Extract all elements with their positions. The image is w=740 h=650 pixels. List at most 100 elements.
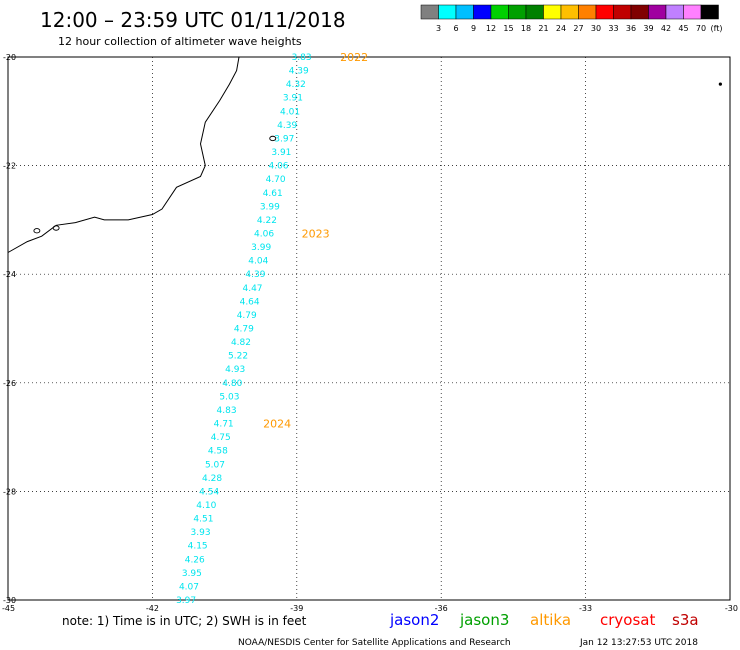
legend-swatch	[630, 4, 649, 20]
wave-height-label: 4.22	[257, 216, 277, 226]
x-tick-label: -30	[725, 604, 738, 613]
island-shape	[269, 135, 277, 142]
legend-swatch	[648, 4, 667, 20]
wave-height-label: 4.83	[217, 406, 237, 416]
y-tick-label: -24	[3, 270, 16, 279]
legend-label: 21	[538, 24, 548, 33]
wave-height-label: 4.06	[254, 229, 274, 239]
wave-height-label: 4.93	[225, 365, 245, 375]
x-tick-label: -39	[290, 604, 303, 613]
y-tick-label: -26	[3, 379, 16, 388]
legend-swatch	[613, 4, 632, 20]
note-text: note: 1) Time is in UTC; 2) SWH is in fe…	[62, 614, 307, 628]
wave-height-label: 4.58	[208, 447, 228, 457]
footer-timestamp: Jan 12 13:27:53 UTC 2018	[579, 638, 698, 648]
x-tick-label: -45	[2, 604, 15, 613]
wave-height-label: 4.79	[237, 311, 257, 321]
legend-swatch	[490, 4, 509, 20]
island-dot	[718, 82, 722, 86]
satellite-name-altika: altika	[530, 611, 571, 629]
satellite-track: 3.83 4.39 4.32 3.91 4.01 4.39 3.97 3.91 4.06 4.70…	[176, 53, 312, 606]
wave-height-label: 5.07	[205, 460, 225, 470]
wave-height-label: 4.32	[286, 80, 306, 90]
wave-height-label: 3.99	[251, 243, 271, 253]
satellite-name-cryosat: cryosat	[600, 611, 655, 629]
wave-height-label: 4.82	[231, 338, 251, 348]
wave-height-label: 4.07	[179, 582, 199, 592]
legend-label: 24	[556, 24, 566, 33]
x-tick-label: -36	[435, 604, 448, 613]
wave-height-label: 3.83	[292, 53, 312, 63]
axis-ticks: -20-22-24-26-28-30-45 -42 -39 -36 -33 -30	[2, 53, 738, 613]
y-tick-label: -28	[3, 487, 16, 496]
wave-height-label: 4.61	[263, 189, 283, 199]
wave-height-label: 3.91	[283, 94, 303, 104]
coastline	[7, 56, 722, 253]
legend-label: 33	[608, 24, 618, 33]
legend-label: 12	[486, 24, 496, 33]
legend-swatch	[508, 4, 527, 20]
x-tick-label: -33	[579, 604, 592, 613]
y-tick-label: -20	[3, 53, 16, 62]
legend-label: (ft)	[710, 24, 722, 33]
legend-label: 70	[696, 24, 706, 33]
wave-height-label: 4.10	[196, 501, 216, 511]
time-label: 2024	[263, 418, 291, 431]
wave-height-label: 5.03	[219, 392, 239, 402]
wave-height-label: 4.47	[242, 284, 262, 294]
legend-label: 42	[661, 24, 671, 33]
satellite-name-s3a: s3a	[672, 611, 699, 629]
wave-height-label: 3.93	[191, 528, 211, 538]
legend-swatch	[420, 4, 439, 20]
wave-height-label: 3.91	[271, 148, 291, 158]
wave-height-label: 4.39	[245, 270, 265, 280]
wave-height-label: 4.15	[188, 542, 208, 552]
satellite-name-jason3: jason3	[459, 611, 509, 629]
subtitle: 12 hour collection of altimeter wave hei…	[58, 35, 302, 48]
y-tick-label: -30	[3, 596, 16, 605]
wave-height-label: 4.75	[211, 433, 231, 443]
wave-height-label: 4.80	[222, 379, 242, 389]
legend-label: 45	[678, 24, 688, 33]
wave-height-label: 4.79	[234, 325, 254, 335]
legend-swatch	[578, 4, 597, 20]
wave-height-label: 3.95	[182, 569, 202, 579]
wave-height-label: 4.54	[199, 487, 219, 497]
wave-height-label: 4.64	[240, 297, 260, 307]
legend-label: 3	[436, 24, 441, 33]
wave-height-label: 4.28	[202, 474, 222, 484]
legend-swatch	[525, 4, 544, 20]
legend-swatch	[438, 4, 457, 20]
legend-label: 36	[626, 24, 636, 33]
time-labels: 2022 2023 2024	[263, 51, 368, 431]
time-label: 2023	[302, 227, 330, 240]
legend-label: 18	[521, 24, 531, 33]
color-legend: 3 6 9 12 15 18 21 24 27 30 33 36 39 42 45 70 (ft)	[420, 4, 723, 33]
legend-swatch	[700, 4, 719, 20]
wave-height-label: 3.97	[274, 134, 294, 144]
map-frame	[7, 56, 731, 601]
legend-swatch	[665, 4, 684, 20]
legend-label: 30	[591, 24, 601, 33]
coastline-path	[7, 56, 240, 253]
page-title: 12:00 – 23:59 UTC 01/11/2018	[40, 8, 346, 32]
legend-swatch	[595, 4, 614, 20]
legend-swatch	[455, 4, 474, 20]
y-tick-label: -22	[3, 162, 16, 171]
satellite-name-jason2: jason2	[389, 611, 439, 629]
wave-height-label: 3.97	[176, 596, 196, 606]
wave-height-label: 4.06	[268, 162, 288, 172]
island-shape	[52, 225, 60, 231]
wave-height-label: 5.22	[228, 352, 248, 362]
wave-height-label: 4.26	[185, 555, 205, 565]
legend-swatch	[560, 4, 579, 20]
footer-credit: NOAA/NESDIS Center for Satellite Applica…	[238, 638, 511, 648]
wave-height-label: 3.99	[260, 202, 280, 212]
legend-label: 27	[573, 24, 583, 33]
wave-height-label: 4.04	[248, 257, 268, 267]
legend-swatch	[473, 4, 492, 20]
map-area: -20-22-24-26-28-30-45 -42 -39 -36 -33 -30 3.8…	[2, 51, 738, 613]
wave-height-label: 4.70	[266, 175, 286, 185]
legend-swatch	[543, 4, 562, 20]
